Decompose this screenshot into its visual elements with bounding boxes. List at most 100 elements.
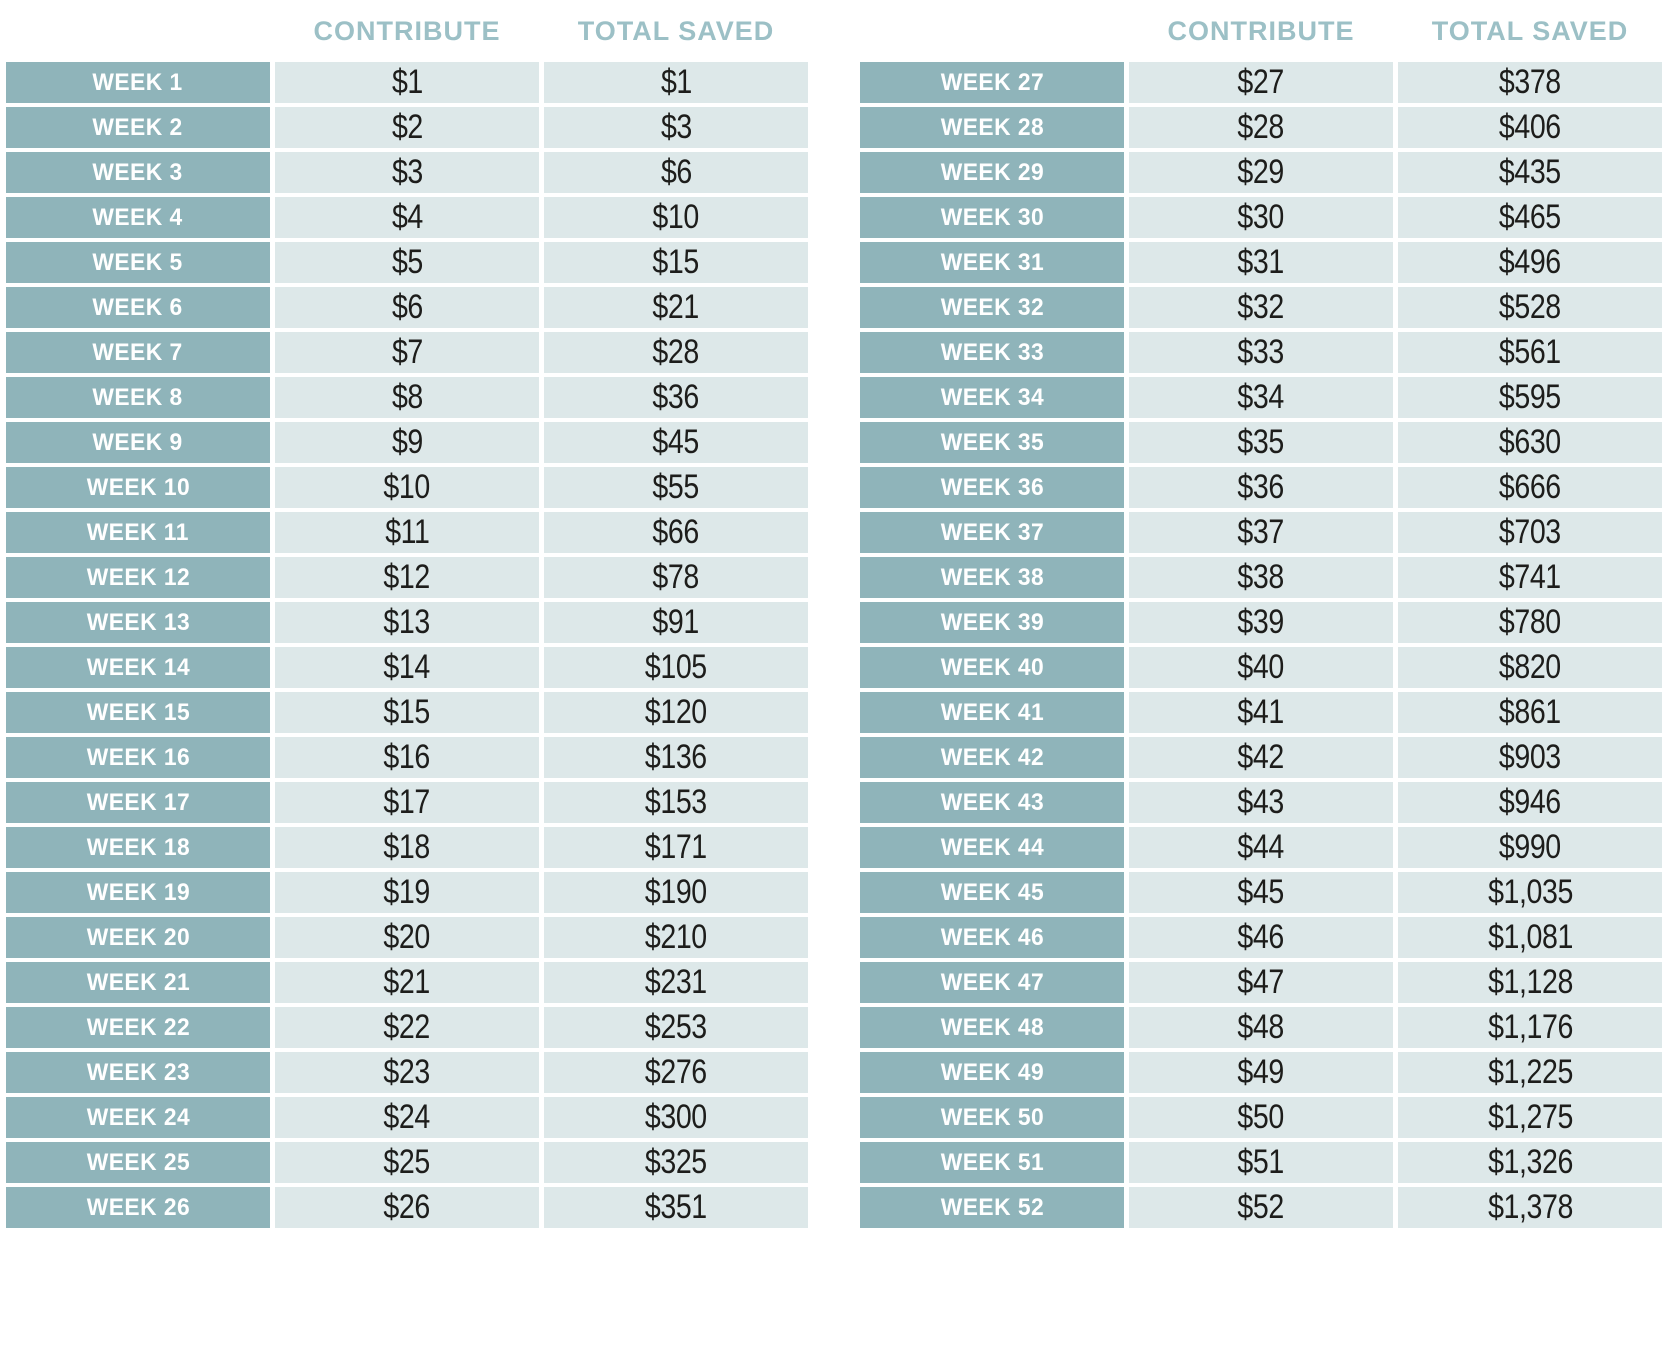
contribute-value-cell: $38 [1129, 557, 1393, 598]
contribute-value-cell: $17 [275, 782, 539, 823]
week-label-cell: WEEK 30 [860, 197, 1124, 238]
week-label-cell-text: WEEK 52 [940, 1193, 1044, 1221]
week-label-cell-text: WEEK 3 [92, 158, 184, 186]
total-saved-value-cell-text: $300 [645, 1098, 707, 1136]
week-label-cell: WEEK 44 [860, 827, 1124, 868]
week-label-cell: WEEK 31 [860, 242, 1124, 283]
contribute-value-cell-text: $39 [1237, 603, 1285, 641]
contribute-value-cell: $47 [1129, 962, 1393, 1003]
contribute-value-cell: $16 [275, 737, 539, 778]
contribute-value-cell-text: $29 [1237, 153, 1285, 191]
total-saved-value-cell-text: $703 [1499, 513, 1561, 551]
contribute-value-cell-text: $8 [391, 378, 423, 416]
contribute-value-cell: $12 [275, 557, 539, 598]
contribute-value-cell-text: $10 [383, 468, 431, 506]
total-saved-value-cell-text: $36 [652, 378, 700, 416]
contribute-value-cell-text: $6 [391, 288, 423, 326]
week-label-cell: WEEK 16 [6, 737, 270, 778]
total-saved-value-cell: $435 [1398, 152, 1662, 193]
week-label-cell: WEEK 26 [6, 1187, 270, 1228]
total-saved-value-cell-text: $666 [1499, 468, 1561, 506]
contribute-value-cell-text: $1 [391, 63, 423, 101]
total-saved-value-cell-text: $78 [652, 558, 700, 596]
table-header-row: CONTRIBUTE TOTAL SAVED [6, 0, 808, 62]
total-saved-value-cell-text: $528 [1499, 288, 1561, 326]
week-label-cell: WEEK 40 [860, 647, 1124, 688]
contribute-value-cell: $5 [275, 242, 539, 283]
total-saved-value-cell: $66 [544, 512, 808, 553]
contribute-value-cell: $50 [1129, 1097, 1393, 1138]
contribute-value-cell-text: $44 [1237, 828, 1285, 866]
week-label-cell-text: WEEK 27 [940, 68, 1044, 96]
total-saved-value-cell: $561 [1398, 332, 1662, 373]
week-label-cell: WEEK 4 [6, 197, 270, 238]
contribute-value-cell: $7 [275, 332, 539, 373]
week-label-cell: WEEK 36 [860, 467, 1124, 508]
week-label-cell-text: WEEK 6 [92, 293, 184, 321]
total-saved-value-cell: $990 [1398, 827, 1662, 868]
contribute-value-cell-text: $16 [383, 738, 431, 776]
week-label-cell: WEEK 33 [860, 332, 1124, 373]
week-label-cell: WEEK 8 [6, 377, 270, 418]
total-saved-value-cell: $91 [544, 602, 808, 643]
contribute-value-cell: $52 [1129, 1187, 1393, 1228]
total-saved-value-cell: $325 [544, 1142, 808, 1183]
total-saved-value-cell: $1,326 [1398, 1142, 1662, 1183]
week-label-cell-text: WEEK 10 [86, 473, 190, 501]
week-label-cell: WEEK 9 [6, 422, 270, 463]
contribute-value-cell: $23 [275, 1052, 539, 1093]
contribute-value-cell-text: $35 [1237, 423, 1285, 461]
total-saved-value-cell-text: $1,128 [1487, 963, 1573, 1001]
total-saved-value-cell: $231 [544, 962, 808, 1003]
week-label-cell: WEEK 6 [6, 287, 270, 328]
total-saved-value-cell-text: $105 [645, 648, 707, 686]
contribute-value-cell: $32 [1129, 287, 1393, 328]
contribute-value-cell-text: $13 [383, 603, 431, 641]
total-saved-value-cell-text: $45 [652, 423, 700, 461]
total-saved-value-cell: $1,081 [1398, 917, 1662, 958]
total-saved-value-cell-text: $21 [652, 288, 700, 326]
week-label-cell-text: WEEK 16 [86, 743, 190, 771]
week-label-cell: WEEK 18 [6, 827, 270, 868]
contribute-value-cell: $33 [1129, 332, 1393, 373]
contribute-value-cell-text: $9 [391, 423, 423, 461]
total-saved-value-cell: $276 [544, 1052, 808, 1093]
contribute-value-cell-text: $11 [384, 513, 430, 551]
week-label-cell-text: WEEK 48 [940, 1013, 1044, 1041]
week-label-cell: WEEK 23 [6, 1052, 270, 1093]
total-saved-value-cell-text: $6 [660, 153, 692, 191]
contribute-value-cell-text: $22 [383, 1008, 431, 1046]
total-saved-value-cell: $528 [1398, 287, 1662, 328]
week-label-cell: WEEK 34 [860, 377, 1124, 418]
total-saved-value-cell-text: $253 [645, 1008, 707, 1046]
total-saved-value-cell-text: $903 [1499, 738, 1561, 776]
total-saved-value-cell-text: $28 [652, 333, 700, 371]
contribute-value-cell: $44 [1129, 827, 1393, 868]
week-label-cell-text: WEEK 23 [86, 1058, 190, 1086]
total-saved-value-cell: $741 [1398, 557, 1662, 598]
week-label-cell-text: WEEK 31 [940, 248, 1044, 276]
week-label-cell-text: WEEK 1 [92, 68, 184, 96]
table-body: WEEK 27 $27 $378 WEEK 28 $28 $406 WEEK 29 $29 $4… [860, 62, 1662, 1228]
week-label-cell-text: WEEK 12 [86, 563, 190, 591]
week-label-cell: WEEK 1 [6, 62, 270, 103]
contribute-value-cell-text: $14 [383, 648, 431, 686]
total-saved-value-cell: $21 [544, 287, 808, 328]
week-label-cell-text: WEEK 28 [940, 113, 1044, 141]
week-label-cell-text: WEEK 5 [92, 248, 184, 276]
week-label-cell: WEEK 14 [6, 647, 270, 688]
total-saved-value-cell: $903 [1398, 737, 1662, 778]
week-label-cell: WEEK 45 [860, 872, 1124, 913]
contribute-value-cell-text: $41 [1237, 693, 1285, 731]
contribute-value-cell: $34 [1129, 377, 1393, 418]
table-header-row: CONTRIBUTE TOTAL SAVED [860, 0, 1662, 62]
week-label-cell-text: WEEK 22 [86, 1013, 190, 1041]
total-saved-value-cell-text: $741 [1499, 558, 1561, 596]
week-label-cell-text: WEEK 43 [940, 788, 1044, 816]
total-saved-value-cell: $465 [1398, 197, 1662, 238]
week-label-cell: WEEK 52 [860, 1187, 1124, 1228]
total-saved-value-cell: $15 [544, 242, 808, 283]
contribute-value-cell-text: $31 [1237, 243, 1285, 281]
contribute-value-cell: $1 [275, 62, 539, 103]
